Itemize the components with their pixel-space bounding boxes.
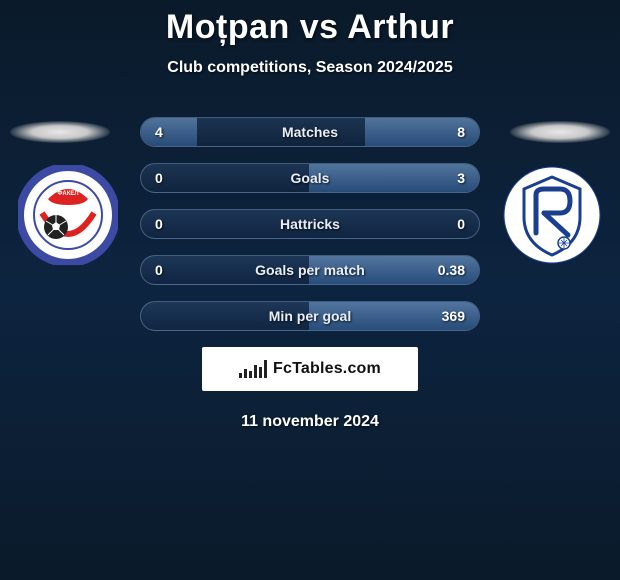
stat-value-right: 3 — [457, 170, 465, 186]
stat-label: Matches — [282, 124, 338, 140]
stat-bar-left — [141, 118, 197, 146]
svg-text:ФАКЕЛ: ФАКЕЛ — [57, 191, 78, 197]
stat-value-left: 0 — [155, 170, 163, 186]
stat-label: Goals per match — [255, 262, 365, 278]
club-crest-right-icon — [502, 165, 602, 265]
club-badge-left: ФАКЕЛ — [18, 165, 118, 265]
stat-value-left: 4 — [155, 124, 163, 140]
stat-row: 0 Goals 3 — [140, 163, 480, 193]
bar-chart-icon — [239, 360, 267, 378]
club-crest-left-icon: ФАКЕЛ — [18, 165, 118, 265]
badge-shadow-right — [510, 121, 610, 143]
stat-row: 4 Matches 8 — [140, 117, 480, 147]
stat-label: Hattricks — [280, 216, 340, 232]
stat-row: 0 Goals per match 0.38 — [140, 255, 480, 285]
badge-shadow-left — [10, 121, 110, 143]
stat-value-left: 0 — [155, 216, 163, 232]
watermark: FcTables.com — [202, 347, 418, 391]
comparison-panel: ФАКЕЛ 4 Matches 8 0 Goals 3 0 Hattricks 0 0 Goals … — [0, 117, 620, 437]
stat-value-right: 0.38 — [438, 262, 465, 278]
stat-value-left: 0 — [155, 262, 163, 278]
stat-value-right: 369 — [442, 308, 465, 324]
page-subtitle: Club competitions, Season 2024/2025 — [0, 59, 620, 77]
date-label: 11 november 2024 — [0, 413, 620, 431]
watermark-text: FcTables.com — [273, 360, 381, 378]
stat-label: Goals — [291, 170, 330, 186]
stat-row: 0 Hattricks 0 — [140, 209, 480, 239]
stat-value-right: 8 — [457, 124, 465, 140]
stat-value-right: 0 — [457, 216, 465, 232]
stats-list: 4 Matches 8 0 Goals 3 0 Hattricks 0 0 Goals per ma… — [140, 117, 480, 331]
page-title: Moțpan vs Arthur — [0, 0, 620, 47]
stat-label: Min per goal — [269, 308, 351, 324]
club-badge-right — [502, 165, 602, 265]
stat-bar-right — [309, 164, 479, 192]
stat-row: Min per goal 369 — [140, 301, 480, 331]
